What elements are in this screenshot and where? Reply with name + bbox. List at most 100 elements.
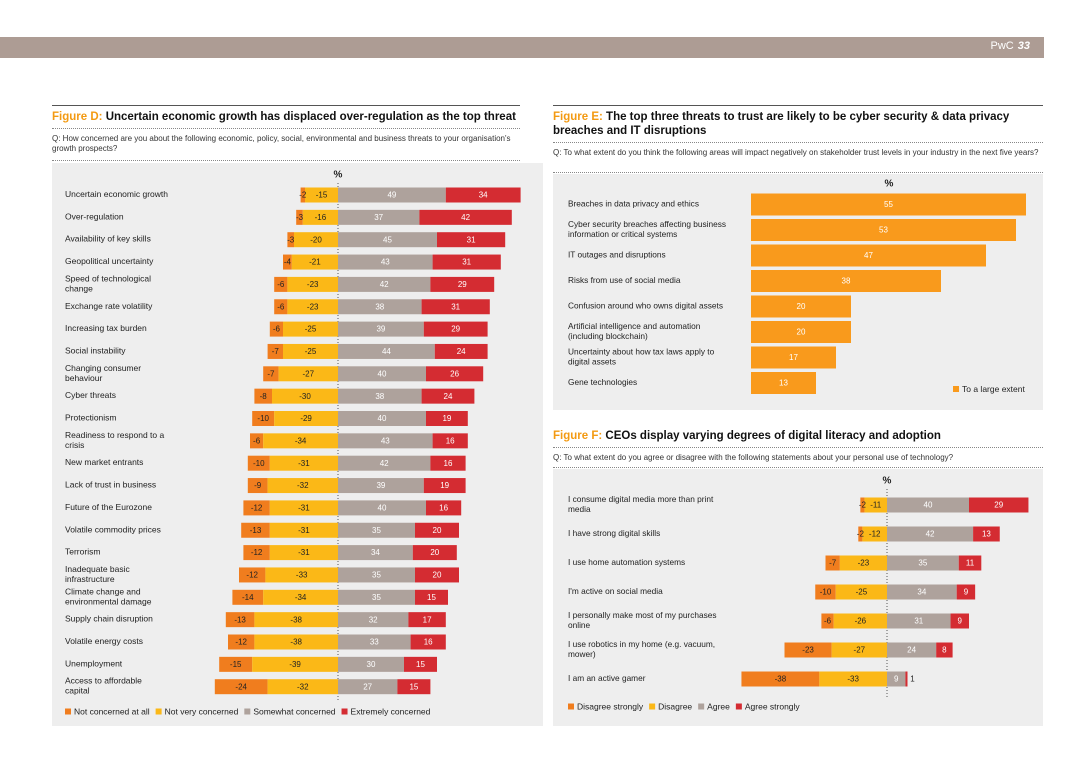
figF-bar-agree-strongly	[905, 671, 908, 687]
figF-value-agree-strongly: 9	[958, 617, 963, 626]
figD-value-extremely: 15	[409, 682, 418, 691]
figD-value-somewhat: 35	[372, 571, 381, 580]
figD-category-label: Increasing tax burden	[65, 323, 147, 333]
legend-swatch	[155, 708, 162, 715]
figD-value-somewhat: 40	[378, 369, 387, 378]
figD-bar-not-very	[267, 679, 338, 695]
figD-bar-somewhat	[338, 299, 422, 315]
figD-value-extremely: 20	[433, 526, 442, 535]
figE-title: Figure E: The top three threats to trust…	[553, 110, 1043, 138]
figD-value-somewhat: 42	[380, 459, 389, 468]
figF-value-agree: 31	[914, 617, 923, 626]
figD-category-label: Unemployment	[65, 659, 123, 669]
figE-value-label: 20	[797, 328, 806, 337]
figD-bar-extremely	[430, 276, 495, 292]
figD-value-somewhat: 34	[371, 548, 380, 557]
figF-bar-disagree-strongly	[821, 613, 834, 629]
figD-category-label: Readiness to respond to a crisis	[65, 430, 165, 450]
figD-value-extremely: 31	[451, 302, 460, 311]
figD-value-not-very: -25	[305, 325, 317, 334]
figD-value-not-very: -33	[296, 571, 308, 580]
figD-top-rule	[52, 105, 520, 106]
figF-category-label: I am an active gamer	[568, 673, 646, 683]
figD-value-not-very: -31	[298, 459, 310, 468]
figF-category-label: I personally make most of my purchases on…	[568, 610, 716, 630]
figD-bar-not-concerned	[300, 187, 305, 203]
figD-bar-not-very	[272, 388, 338, 404]
figD-value-not-very: -20	[310, 235, 322, 244]
figD-bar-not-very	[254, 634, 338, 650]
figD-bar-somewhat	[338, 209, 420, 225]
figD-bar-somewhat	[338, 589, 415, 605]
figF-category-label: I'm active on social media	[568, 586, 663, 596]
figD-bar-extremely	[419, 209, 512, 225]
figD-bar-extremely	[445, 187, 521, 203]
figD-bar-not-very	[267, 478, 338, 494]
figD-bar-not-concerned	[232, 589, 264, 605]
figD-bar-not-concerned	[287, 232, 294, 248]
figD-bar-not-concerned	[274, 299, 288, 315]
figF-value-disagree-strongly: -2	[857, 530, 865, 539]
figD-bar-extremely	[432, 433, 468, 449]
figD-bar-not-concerned	[239, 567, 266, 583]
figF-category-label: I consume digital media more than print m…	[568, 494, 714, 514]
figD-question: Q: How concerned are you about the follo…	[52, 134, 511, 153]
figF-bar-disagree-strongly	[784, 642, 832, 658]
figD-value-not-concerned: -14	[242, 593, 254, 602]
figF-value-disagree: -27	[854, 646, 866, 655]
figD-value-extremely: 16	[424, 638, 433, 647]
figF-bar-agree	[887, 526, 974, 542]
figD-value-extremely: 15	[427, 593, 436, 602]
figF-bar-disagree-strongly	[858, 526, 863, 542]
figD-bar-extremely	[434, 343, 488, 359]
figD-value-somewhat: 43	[381, 436, 390, 445]
figD-bar-somewhat	[338, 433, 433, 449]
figD-category-label: Speed of technological change	[65, 274, 151, 294]
figD-value-somewhat: 40	[378, 414, 387, 423]
figD-bar-not-concerned	[252, 411, 275, 426]
figD-value-not-concerned: -9	[254, 481, 262, 490]
figF-bar-disagree-strongly	[741, 671, 820, 687]
figD-value-somewhat: 33	[370, 638, 379, 647]
figD-value-somewhat: 45	[383, 235, 392, 244]
legend-label: Agree strongly	[745, 701, 801, 711]
figD-value-extremely: 42	[461, 213, 470, 222]
figF-value-disagree-strongly: -38	[775, 675, 787, 684]
figF-value-agree-strongly: 1	[910, 675, 915, 684]
figF-category-label: I have strong digital skills	[568, 528, 660, 538]
figD-value-not-concerned: -12	[235, 638, 247, 647]
figF-value-agree: 40	[924, 501, 933, 510]
figE-question: Q: To what extent do you think the follo…	[553, 148, 1039, 157]
figD-bar-extremely	[415, 567, 459, 583]
figD-bar-somewhat	[338, 276, 431, 292]
figD-title-text: Uncertain economic growth has displaced …	[105, 111, 516, 123]
figD-value-extremely: 17	[423, 615, 432, 624]
figD-value-somewhat: 38	[375, 302, 384, 311]
figD-value-not-concerned: -3	[287, 235, 295, 244]
figF-bar-disagree	[833, 613, 887, 629]
figD-value-not-concerned: -15	[230, 660, 242, 669]
figD-bar-extremely	[412, 545, 457, 561]
figE-unit-label: %	[885, 179, 894, 190]
figE-value-label: 47	[864, 251, 873, 260]
figD-bar-extremely	[426, 366, 484, 382]
figE-bar	[751, 244, 986, 267]
legend-swatch	[649, 703, 656, 710]
figF-value-disagree: -11	[870, 501, 882, 510]
figF-bar-disagree-strongly	[825, 555, 840, 571]
figE-bar	[751, 321, 851, 343]
legend-label: Not concerned at all	[74, 706, 150, 716]
figE-bar	[751, 219, 1016, 241]
figD-value-extremely: 24	[457, 347, 466, 356]
figD-value-not-very: -38	[290, 615, 302, 624]
figD-bar-not-very	[274, 411, 338, 426]
figD-value-extremely: 29	[458, 280, 467, 289]
legend-label: Disagree strongly	[577, 701, 644, 711]
figF-value-agree-strongly: 29	[994, 501, 1003, 510]
figD-bar-somewhat	[338, 634, 411, 650]
figF-category-label: I use home automation systems	[568, 557, 685, 567]
figD-bar-not-very	[263, 589, 338, 605]
figF-value-disagree: -23	[858, 559, 870, 568]
figD-value-not-very: -27	[303, 369, 315, 378]
figD-category-label: Terrorism	[65, 547, 100, 557]
